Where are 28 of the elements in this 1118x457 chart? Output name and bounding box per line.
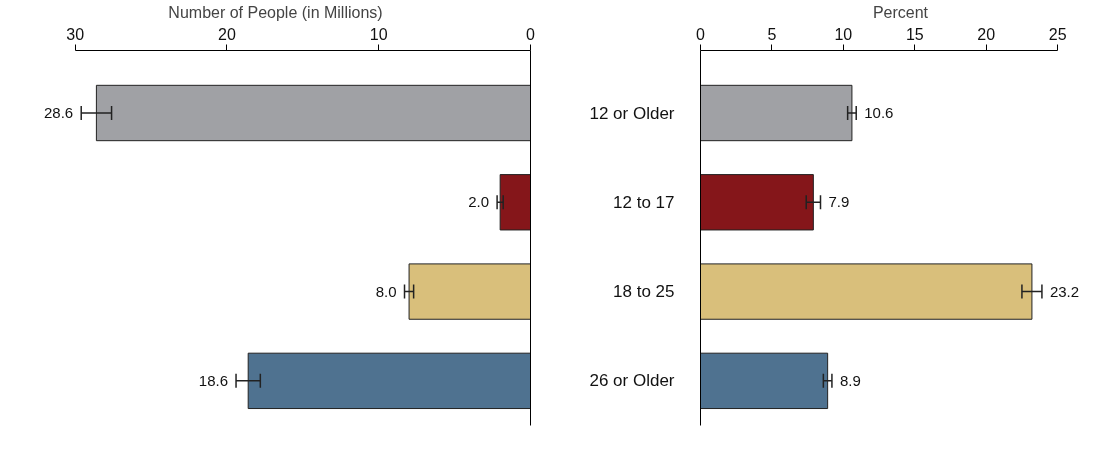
y-tick-label: 18 to 25 (613, 282, 675, 302)
x-tick-label: 0 (526, 25, 536, 43)
bar (700, 352, 829, 410)
x-tick-label: 20 (977, 25, 996, 43)
x-tick-label: 30 (66, 25, 85, 43)
y-tick-label: 26 or Older (589, 371, 675, 391)
data-label: 23.2 (1049, 282, 1080, 300)
y-tick-label: 12 or Older (589, 103, 675, 123)
x-tick-label: 10 (834, 25, 853, 43)
data-label: 10.6 (864, 104, 894, 121)
x-tick-label: 15 (905, 25, 924, 43)
bar (700, 84, 853, 142)
data-label: 18.6 (198, 371, 229, 389)
x-tick-label: 10 (369, 25, 388, 43)
x-tick-label: 0 (696, 25, 706, 43)
x-tick-label: 20 (218, 25, 236, 43)
bar (499, 174, 531, 231)
x-axis-title: Percent (872, 3, 929, 21)
x-tick-label: 5 (767, 25, 777, 43)
bar (408, 263, 531, 320)
y-tick-label: 12 to 17 (613, 192, 675, 212)
data-label: 2.0 (468, 193, 490, 211)
data-label: 8.9 (839, 371, 861, 389)
x-axis-title: Number of People (in Millions) (168, 3, 383, 21)
data-label: 28.6 (44, 104, 74, 121)
data-label: 7.9 (828, 193, 850, 211)
x-tick-label: 25 (1048, 25, 1067, 43)
data-label: 8.0 (375, 282, 397, 300)
